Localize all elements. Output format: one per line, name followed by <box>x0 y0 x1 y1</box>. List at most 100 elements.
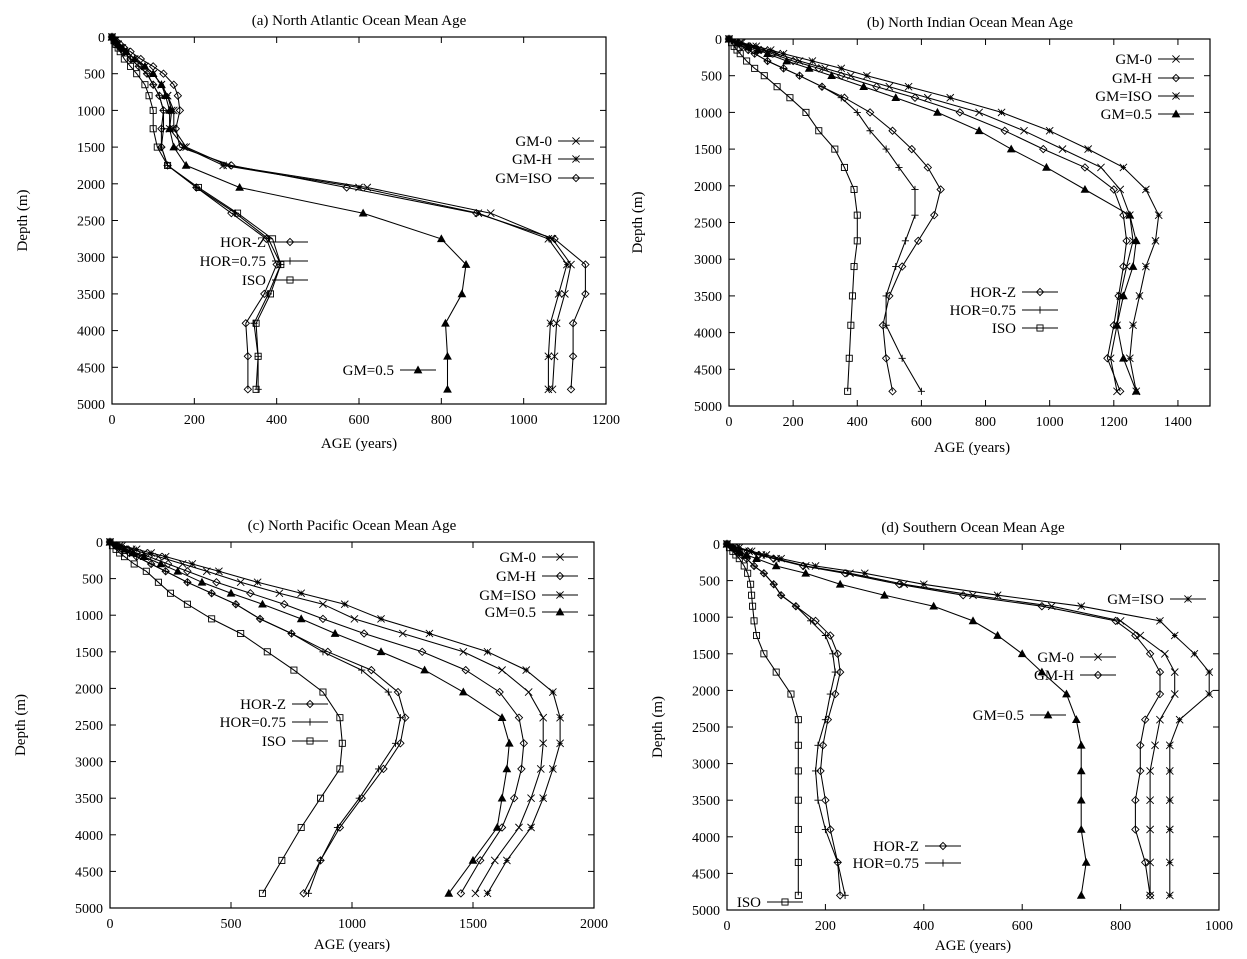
panel-b-data-point-iso <box>736 50 744 58</box>
panel-d-data-point-iso <box>748 591 756 599</box>
panel-c-data-point-hor-z <box>299 889 308 898</box>
panel-d-data-point-gm-iso <box>1165 825 1174 834</box>
panel-b-legend-marker-gm-0-5 <box>1171 109 1181 118</box>
panel-d-y-tick-label: 2500 <box>692 721 720 736</box>
panel-d-data-point-hor-z <box>835 667 845 677</box>
panel-b-data-point-gm-0-5 <box>1125 210 1135 219</box>
panel-d-legend-label-gm-iso: GM=ISO <box>1107 592 1164 608</box>
panel-a-legend-label-gm-iso: GM=ISO <box>495 171 552 187</box>
panel-a-data-point-gm-iso <box>568 352 578 361</box>
panel-b-legend-label-hor-0-75: HOR=0.75 <box>950 303 1016 319</box>
panel-d-data-point-hor-0-75 <box>792 602 800 610</box>
panel-d-data-point-gm-iso <box>1077 602 1086 611</box>
panel-b-data-point-gm-iso <box>1141 262 1150 271</box>
panel-a-data-point-hor-z <box>241 319 251 328</box>
panel-a-data-point-gm-h <box>544 352 553 361</box>
panel-b-y-tick-label: 4000 <box>694 327 722 342</box>
panel-c-data-point-gm-iso <box>483 889 492 898</box>
panel-b-x-tick-label: 1000 <box>1036 415 1064 430</box>
panel-b-data-point-gm-0 <box>885 82 894 91</box>
panel-a-data-point-gm-0-5 <box>140 61 150 70</box>
panel-b-data-point-gm-iso <box>752 42 761 51</box>
panel-c-legend-label-gm-iso: GM=ISO <box>479 588 536 604</box>
panel-d-data-point-hor-0-75 <box>821 631 829 640</box>
panel-b-data-point-gm-h <box>1000 126 1010 135</box>
panel-c-data-point-hor-z <box>323 647 333 657</box>
panel-b-y-tick-label: 1000 <box>694 106 722 121</box>
panel-b-data-point-gm-0 <box>975 108 984 117</box>
panel-c-data-point-gm-0 <box>539 739 548 748</box>
panel-c-y-tick-label: 1000 <box>75 609 103 624</box>
panel-c-series-iso <box>106 538 346 897</box>
panel-b-data-point-gm-iso <box>766 46 775 54</box>
panel-b-data-point-gm-iso <box>1084 145 1093 154</box>
panel-b-data-point-iso <box>845 354 853 362</box>
panel-a-data-point-hor-z <box>243 352 253 361</box>
panel-d-x-tick-label: 1000 <box>1205 919 1233 934</box>
panel-a-y-tick-label: 1500 <box>77 141 105 156</box>
panel-d-data-point-gm-iso <box>1205 668 1214 677</box>
panel-b-data-point-hor-z <box>888 126 897 135</box>
panel-b-data-point-hor-0-75 <box>795 72 804 80</box>
panel-d-legend-marker-gm-h <box>1093 670 1103 680</box>
panel-d-data-point-gm-0 <box>1170 668 1179 677</box>
panel-c-data-point-gm-0-5 <box>330 628 340 637</box>
panel-c-data-point-gm-0-5 <box>444 888 454 897</box>
panel-c-legend-marker-hor-z <box>305 699 315 709</box>
panel-a-data-point-hor-0-75 <box>159 106 168 114</box>
panel-a-y-tick-label: 3000 <box>77 251 105 266</box>
panel-b-data-point-gm-iso <box>1129 321 1137 330</box>
panel-b-data-point-iso <box>728 39 736 47</box>
panel-b-data-point-gm-0-5 <box>763 49 772 58</box>
panel-c-data-point-gm-iso <box>539 794 548 803</box>
panel-d-data-point-hor-0-75 <box>821 716 829 724</box>
panel-b-data-point-iso <box>743 57 751 65</box>
panel-a-data-point-iso <box>254 352 262 360</box>
panel-b-legend-1: HOR-Z HOR=0.75 ISO <box>950 285 1058 337</box>
panel-d-data-point-gm-iso <box>762 551 771 559</box>
panel-b-legend-marker-gm-h <box>1171 73 1181 83</box>
panel-a-data-point-gm-0-5 <box>461 260 471 268</box>
panel-d-legend-label-hor-0-75: HOR=0.75 <box>853 856 919 872</box>
panel-c-y-tick-label: 0 <box>96 536 103 551</box>
panel-d-data-point-gm-0 <box>1151 741 1159 750</box>
panel-a-data-point-gm-0 <box>567 260 575 269</box>
panel-a-data-point-iso <box>133 70 141 78</box>
panel-c-data-point-iso <box>297 823 305 831</box>
panel-c-data-point-hor-0-75 <box>287 629 296 638</box>
panel-d-y-tick-label: 500 <box>699 575 720 590</box>
panel-a-series-gm-0-5 <box>107 32 471 393</box>
panel-a-data-point-iso <box>127 62 135 70</box>
panel-b-data-point-hor-0-75 <box>866 127 874 135</box>
panel-c-data-point-gm-iso <box>161 552 170 561</box>
panel-b-data-point-hor-0-75 <box>744 46 752 54</box>
panel-b-data-point-iso <box>850 185 858 193</box>
panel-b-legend-marker-hor-0-75 <box>1036 306 1044 314</box>
panel-c-legend-marker-gm-iso <box>556 591 564 599</box>
panel-d-data-point-gm-0-5 <box>1076 740 1086 749</box>
panel-c-x-tick-label: 1000 <box>338 917 366 932</box>
panel-d: (d) Southern Ocean Mean Age AGE (years) … <box>650 520 1233 954</box>
panel-d-y-tick-label: 2000 <box>692 684 720 699</box>
panel-b-legend-marker-gm-iso <box>1172 92 1180 100</box>
panel-b-data-point-gm-iso <box>837 64 846 73</box>
panel-c-series-line-hor-0-75 <box>109 541 401 894</box>
panel-b-series-line-hor-0-75 <box>728 38 922 392</box>
panel-c-data-point-gm-h <box>495 687 504 697</box>
panel-a-x-tick-label: 600 <box>349 413 370 428</box>
panel-a-data-point-gm-0-5 <box>113 39 123 48</box>
panel-b-data-point-gm-h <box>910 93 920 102</box>
panel-d-data-point-gm-iso <box>860 569 869 578</box>
panel-a-y-tick-label: 0 <box>98 31 105 46</box>
panel-d-data-point-hor-0-75 <box>760 569 768 577</box>
panel-a-data-point-iso <box>266 290 275 298</box>
panel-d-data-point-gm-0-5 <box>1076 795 1086 804</box>
panel-d-x-tick-label: 0 <box>724 919 731 934</box>
panel-d-legend-marker-gm-iso <box>1184 595 1192 603</box>
panel-b-data-point-hor-0-75 <box>911 185 919 194</box>
panel-a-y-tick-label: 2000 <box>77 178 105 193</box>
panel-b-data-point-gm-0-5 <box>933 107 942 116</box>
panel-a-y-tick-label: 5000 <box>77 398 105 413</box>
panel-a-data-point-gm-0-5 <box>122 47 131 56</box>
